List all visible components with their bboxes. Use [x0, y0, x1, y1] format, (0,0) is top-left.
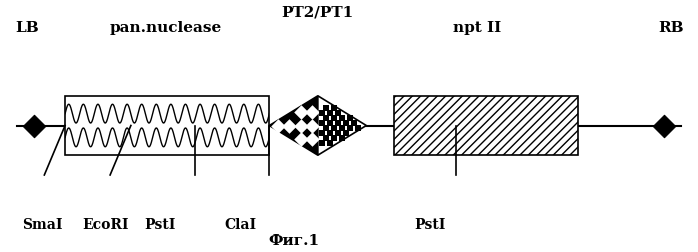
- Text: EcoRI: EcoRI: [82, 218, 129, 232]
- Text: LB: LB: [15, 20, 39, 34]
- Point: [341, 121, 352, 125]
- Text: pan.nuclease: pan.nuclease: [110, 20, 222, 34]
- Text: PstI: PstI: [415, 218, 446, 232]
- Point: [306, 110, 318, 114]
- Text: PstI: PstI: [144, 218, 176, 232]
- Point: [336, 127, 348, 131]
- Point: [332, 121, 343, 125]
- Point: [295, 138, 306, 142]
- Point: [295, 124, 306, 128]
- Point: [316, 131, 327, 135]
- Text: PT2/PT1: PT2/PT1: [282, 6, 354, 20]
- Point: [658, 124, 669, 128]
- Point: [283, 124, 295, 128]
- Bar: [394, 97, 577, 155]
- Point: [348, 121, 359, 125]
- Text: SmaI: SmaI: [22, 218, 63, 232]
- Point: [306, 138, 318, 142]
- Point: [352, 127, 364, 131]
- Point: [329, 117, 340, 121]
- Point: [344, 117, 355, 121]
- Point: [306, 124, 318, 128]
- Text: npt II: npt II: [453, 20, 501, 34]
- Point: [329, 107, 340, 111]
- Point: [320, 136, 332, 140]
- Point: [329, 136, 340, 140]
- Point: [320, 107, 332, 111]
- Point: [336, 136, 348, 140]
- Text: Фиг.1: Фиг.1: [268, 233, 319, 247]
- Point: [336, 117, 348, 121]
- Point: [325, 141, 336, 145]
- Text: ClaI: ClaI: [224, 218, 256, 232]
- Point: [316, 121, 327, 125]
- Point: [29, 124, 40, 128]
- Point: [325, 131, 336, 135]
- Polygon shape: [269, 97, 318, 155]
- Point: [329, 127, 340, 131]
- Point: [332, 131, 343, 135]
- Point: [344, 127, 355, 131]
- Point: [332, 112, 343, 116]
- Point: [325, 112, 336, 116]
- Point: [316, 112, 327, 116]
- Bar: [65, 97, 269, 155]
- Point: [341, 131, 352, 135]
- Point: [316, 141, 327, 145]
- Point: [295, 110, 306, 114]
- Point: [320, 117, 332, 121]
- Point: [325, 121, 336, 125]
- Polygon shape: [318, 97, 366, 155]
- Point: [320, 127, 332, 131]
- Text: RB: RB: [658, 20, 684, 34]
- Point: [272, 124, 283, 128]
